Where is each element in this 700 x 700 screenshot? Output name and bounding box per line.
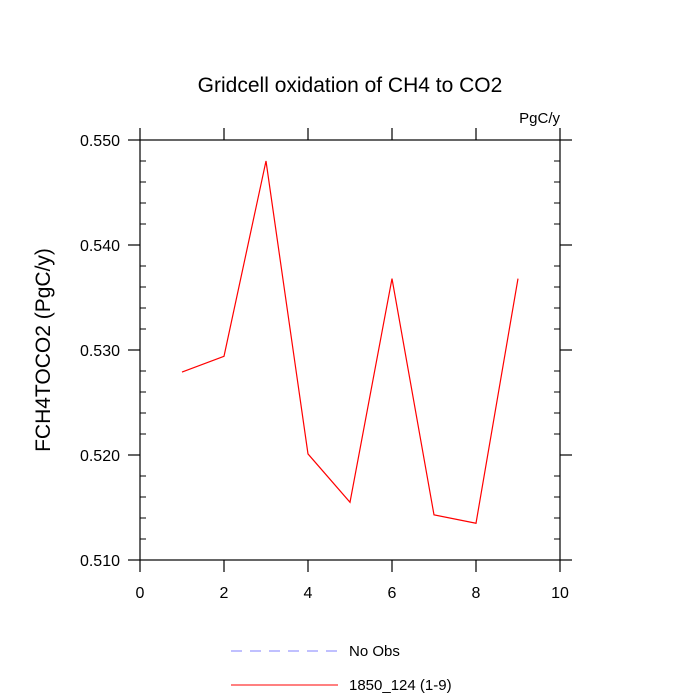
x-tick-label: 4 — [304, 585, 313, 602]
y-tick-labels: 0.510 0.520 0.530 0.540 0.550 — [80, 133, 120, 570]
y-tick-label: 0.550 — [80, 133, 120, 150]
x-tick-labels: 0 2 4 6 8 10 — [136, 585, 569, 602]
minor-ticks — [140, 160, 560, 540]
legend-label-no-obs: No Obs — [349, 643, 400, 660]
x-tick-label: 6 — [388, 585, 397, 602]
x-tick-label: 8 — [472, 585, 481, 602]
plot-lines — [181, 160, 519, 524]
x-tick-label: 10 — [551, 585, 569, 602]
y-axis-label: FCH4TOCO2 (PgC/y) — [32, 248, 55, 452]
y-tick-label: 0.510 — [80, 553, 120, 570]
y-tick-label: 0.520 — [80, 448, 120, 465]
x-tick-label: 2 — [220, 585, 229, 602]
plot-frame — [139, 139, 561, 561]
x-tick-label: 0 — [136, 585, 145, 602]
y-tick-label: 0.530 — [80, 343, 120, 360]
chart-title: Gridcell oxidation of CH4 to CO2 — [198, 74, 503, 97]
legend-label-1850-124: 1850_124 (1-9) — [349, 677, 452, 694]
units-label: PgC/y — [519, 110, 560, 127]
major-ticks — [128, 128, 572, 572]
series-line-1 — [181, 160, 519, 524]
y-tick-label: 0.540 — [80, 238, 120, 255]
legend: No Obs 1850_124 (1-9) — [231, 643, 452, 694]
